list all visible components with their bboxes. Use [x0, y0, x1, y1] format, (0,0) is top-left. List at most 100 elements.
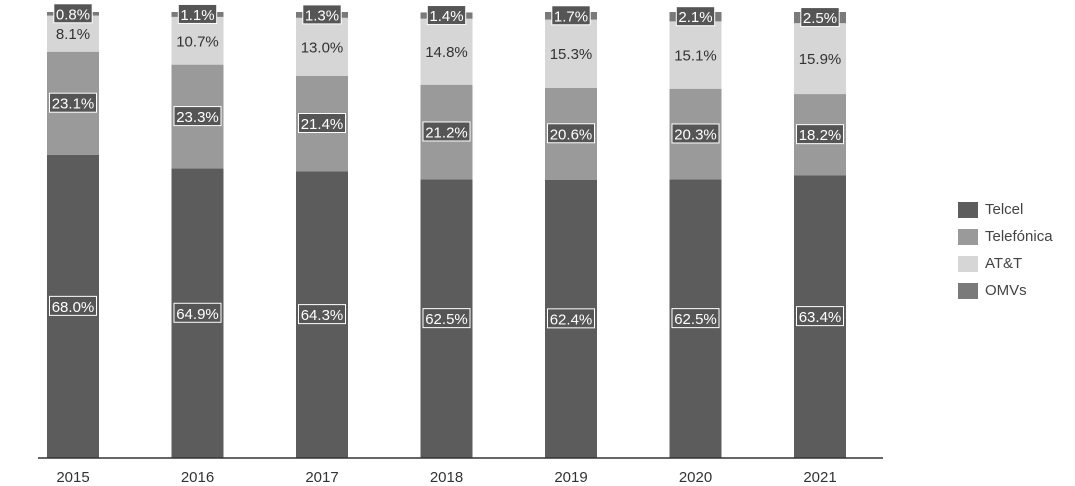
data-label-at-t-2021: 15.9% — [799, 51, 842, 68]
data-label-telcel-2017: 64.3% — [298, 304, 346, 325]
bar-at-t-2018 — [420, 18, 473, 85]
bars-group — [47, 12, 846, 459]
legend-label-omvs: OMVs — [985, 282, 1027, 299]
x-tick-label-2018: 2018 — [430, 469, 463, 486]
data-label-text: 21.4% — [301, 116, 344, 133]
data-label-text: 64.3% — [301, 307, 344, 324]
legend-item-omvs: OMVs — [958, 277, 1073, 304]
data-label-at-t-2018: 14.8% — [425, 44, 468, 61]
data-label-omvs-2020: 2.1% — [675, 6, 716, 27]
data-label-text: 2.5% — [803, 10, 837, 27]
data-label-text: 64.9% — [176, 306, 219, 323]
bar-at-t-2016 — [171, 16, 224, 65]
legend-label-at-t: AT&T — [985, 255, 1023, 272]
data-label-bg — [671, 308, 720, 329]
data-label-at-t-2017: 13.0% — [301, 39, 344, 56]
legend-swatch-at-t — [958, 255, 978, 272]
data-label-telefonica-2017: 21.4% — [298, 113, 346, 133]
data-label-text: 8.1% — [56, 26, 90, 43]
legend-swatch-omvs — [958, 282, 978, 299]
data-label-bg — [298, 113, 346, 133]
data-label-bg — [173, 302, 222, 323]
bar-at-t-2021 — [794, 23, 846, 95]
data-label-omvs-2016: 1.1% — [177, 3, 218, 24]
data-label-text: 10.7% — [176, 33, 219, 50]
data-label-telefonica-2021: 18.2% — [796, 124, 844, 145]
legend-swatch-telcel — [958, 201, 978, 218]
data-label-telcel-2018: 62.5% — [422, 308, 471, 329]
data-label-bg — [796, 124, 844, 145]
data-label-at-t-2016: 10.7% — [176, 33, 219, 50]
data-label-omvs-2017: 1.3% — [302, 4, 342, 25]
data-label-text: 2.1% — [678, 9, 712, 26]
data-label-text: 23.1% — [52, 96, 95, 113]
data-label-text: 62.5% — [425, 311, 468, 328]
bar-at-t-2020 — [669, 21, 722, 89]
data-label-bg — [173, 106, 222, 127]
data-label-telefonica-2016: 23.3% — [173, 106, 222, 127]
x-tick-label-2017: 2017 — [305, 469, 338, 486]
data-label-text: 1.1% — [180, 7, 214, 24]
data-label-bg — [426, 5, 467, 26]
data-label-bg — [298, 304, 346, 325]
data-label-omvs-2019: 1.7% — [551, 5, 591, 26]
x-tick-label-2015: 2015 — [56, 469, 89, 486]
data-label-at-t-2020: 15.1% — [674, 48, 717, 65]
data-label-text: 1.7% — [554, 8, 588, 25]
data-labels-group: 68.0% 23.1% 8.1% 0.8% 64.9% 23.3% 10.7% 1.1% 64.… — [49, 3, 844, 329]
data-label-bg — [53, 3, 93, 24]
data-label-telefonica-2018: 21.2% — [422, 121, 471, 142]
x-tick-label-2021: 2021 — [803, 469, 836, 486]
data-label-text: 62.5% — [674, 311, 717, 328]
data-label-bg — [49, 295, 97, 316]
data-label-telcel-2016: 64.9% — [173, 302, 222, 323]
data-label-bg — [422, 308, 471, 329]
data-label-text: 21.2% — [425, 124, 468, 141]
data-label-telefonica-2015: 23.1% — [49, 92, 97, 113]
data-label-text: 63.4% — [799, 309, 842, 326]
x-tick-label-2019: 2019 — [554, 469, 587, 486]
data-label-telcel-2020: 62.5% — [671, 308, 720, 329]
data-label-text: 13.0% — [301, 39, 344, 56]
data-label-text: 23.3% — [176, 109, 219, 126]
data-label-bg — [551, 5, 591, 26]
data-label-omvs-2021: 2.5% — [800, 7, 840, 28]
data-label-bg — [671, 123, 720, 144]
data-label-telefonica-2019: 20.6% — [547, 123, 595, 144]
data-label-text: 68.0% — [52, 299, 95, 316]
legend-item-telefonica: Telefónica — [958, 223, 1073, 250]
data-label-bg — [302, 4, 342, 25]
data-label-omvs-2015: 0.8% — [53, 3, 93, 24]
x-axis-ticks: 2015 2016 2017 2018 2019 2020 2021 — [56, 469, 836, 486]
data-label-text: 20.3% — [674, 126, 717, 143]
data-label-telcel-2021: 63.4% — [796, 306, 844, 327]
data-label-bg — [49, 92, 97, 113]
data-label-text: 20.6% — [550, 126, 593, 143]
data-label-bg — [177, 3, 218, 24]
data-label-text: 1.3% — [305, 7, 339, 24]
legend-swatch-telefonica — [958, 228, 978, 245]
data-label-telcel-2019: 62.4% — [547, 308, 595, 329]
data-label-bg — [547, 123, 595, 144]
data-label-text: 15.1% — [674, 48, 717, 65]
data-label-bg — [547, 308, 595, 329]
data-label-text: 62.4% — [550, 311, 593, 328]
data-label-text: 14.8% — [425, 44, 468, 61]
data-label-at-t-2019: 15.3% — [550, 46, 593, 63]
data-label-telefonica-2020: 20.3% — [671, 123, 720, 144]
legend-label-telcel: Telcel — [985, 201, 1024, 218]
data-label-at-t-2015: 8.1% — [56, 26, 90, 43]
data-label-text: 18.2% — [799, 127, 842, 144]
data-label-text: 15.3% — [550, 46, 593, 63]
legend-item-at-t: AT&T — [958, 250, 1073, 277]
data-label-bg — [675, 6, 716, 27]
legend-label-telefonica: Telefónica — [985, 228, 1053, 245]
data-label-text: 1.4% — [429, 8, 463, 25]
legend: Telcel Telefónica AT&T OMVs — [958, 196, 1073, 304]
data-label-bg — [796, 306, 844, 327]
data-label-omvs-2018: 1.4% — [426, 5, 467, 26]
data-label-telcel-2015: 68.0% — [49, 295, 97, 316]
data-label-bg — [422, 121, 471, 142]
data-label-bg — [800, 7, 840, 28]
